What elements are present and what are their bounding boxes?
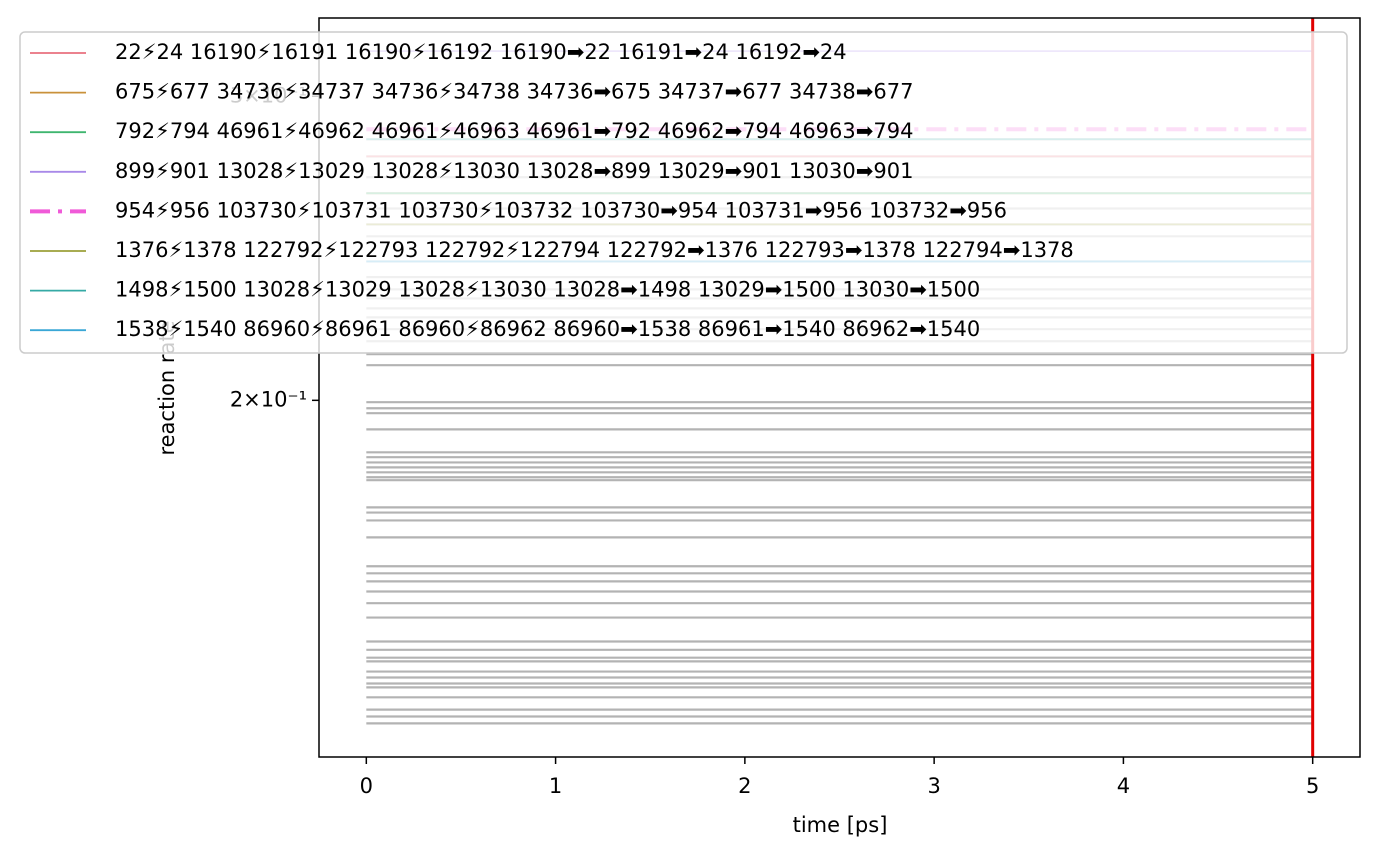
legend-box	[19, 31, 1348, 354]
legend-label: 792⚡794 46961⚡46962 46961⚡46963 46961➡79…	[115, 119, 913, 143]
x-tick-label: 4	[1117, 774, 1130, 798]
legend-label: 675⚡677 34736⚡34737 34736⚡34738 34736➡67…	[115, 80, 913, 104]
y-tick-label: 2×10⁻¹	[230, 387, 307, 411]
axes-frame	[318, 17, 1361, 758]
x-axis-label: time [ps]	[793, 813, 888, 837]
x-tick-label: 5	[1306, 774, 1319, 798]
legend-label: 1498⚡1500 13028⚡13029 13028⚡13030 13028➡…	[115, 278, 980, 302]
legend: 22⚡24 16190⚡16191 16190⚡16192 16190➡22 1…	[19, 31, 1348, 354]
legend-label: 1376⚡1378 122792⚡122793 122792⚡122794 12…	[115, 238, 1074, 262]
legend-label: 954⚡956 103730⚡103731 103730⚡103732 1037…	[115, 198, 1007, 222]
x-tick-label: 1	[549, 774, 562, 798]
legend-label: 22⚡24 16190⚡16191 16190⚡16192 16190➡22 1…	[115, 40, 847, 64]
legend-label: 1538⚡1540 86960⚡86961 86960⚡86962 86960➡…	[115, 317, 980, 341]
x-tick-label: 0	[360, 774, 373, 798]
legend-label: 899⚡901 13028⚡13029 13028⚡13030 13028➡89…	[115, 159, 913, 183]
x-tick-label: 2	[738, 774, 751, 798]
x-tick-label: 3	[927, 774, 940, 798]
